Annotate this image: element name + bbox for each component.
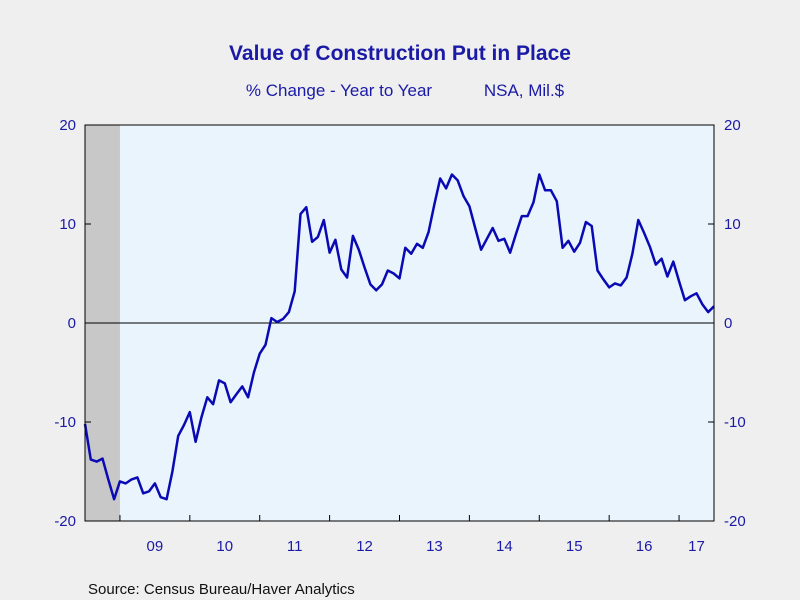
xtick-label: 11 [287, 538, 303, 555]
xtick-label: 12 [356, 538, 373, 555]
xtick-label: 14 [496, 538, 513, 555]
ytick-label-left: 10 [59, 216, 76, 233]
chart-subtitle-left: % Change - Year to Year [246, 81, 433, 100]
ytick-label-right: 20 [724, 117, 741, 134]
series-line-construction [83, 173, 715, 501]
ytick-label-left: -10 [54, 414, 76, 431]
xtick-label: 09 [147, 538, 164, 555]
xtick-label: 17 [688, 538, 705, 555]
ytick-label-right: 10 [724, 216, 741, 233]
ytick-label-left: 0 [68, 315, 76, 332]
chart-subtitle-right: NSA, Mil.$ [484, 81, 565, 100]
xtick-label: 16 [636, 538, 653, 555]
source-note: Source: Census Bureau/Haver Analytics [88, 581, 355, 598]
axes: -20 -20 -10 -10 0 0 10 10 20 20 09 10 11 12 13 14 15 16 17 [54, 117, 745, 555]
ytick-label-left: 20 [59, 117, 76, 134]
ytick-label-right: 0 [724, 315, 732, 332]
xtick-label: 15 [566, 538, 583, 555]
ytick-label-right: -20 [724, 513, 746, 530]
ytick-label-left: -20 [54, 513, 76, 530]
xtick-label: 10 [216, 538, 233, 555]
ytick-label-right: -10 [724, 414, 746, 431]
xtick-label: 13 [426, 538, 443, 555]
chart-title: Value of Construction Put in Place [229, 42, 571, 65]
